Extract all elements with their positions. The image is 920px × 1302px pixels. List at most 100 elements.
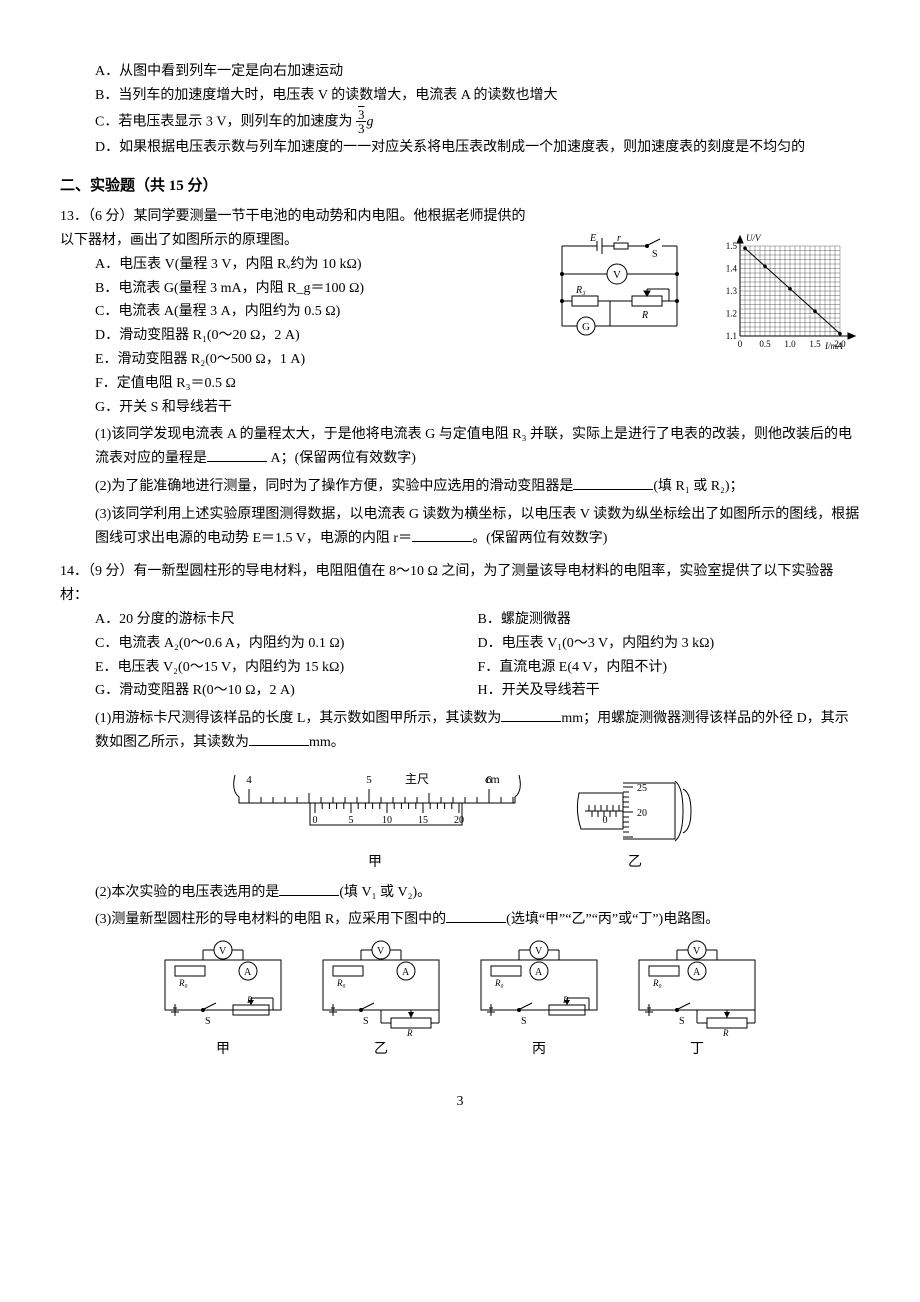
blank-input[interactable] [412,527,472,542]
q14-sub2: (2)本次实验的电压表选用的是 (填 V₁ 或 V₂)。 [95,881,860,905]
q12c-post: g [366,114,373,129]
svg-text:A: A [402,967,410,978]
q13-sub1-suffix: A；(保留两位有效数字) [267,451,416,466]
q14-sub3-a: (3)测量新型圆柱形的导电材料的电阻 R，应采用下图中的 [95,912,446,927]
page-number: 3 [60,1090,860,1114]
q12c-fraction: 3 3 [356,108,367,136]
q14-item-e: E．电压表 V₂(0～15 V，内阻约为 15 kΩ) [95,656,478,680]
svg-text:U/V: U/V [746,233,762,243]
q13-item-e: E．滑动变阻器 R₂(0～500 Ω，1 A) [95,348,532,372]
q12c-pre: C．若电压表显示 3 V，则列车的加速度为 [95,114,352,129]
svg-text:R: R [562,995,569,1005]
q14-sub1-a: (1)用游标卡尺测得该样品的长度 L，其示数如图甲所示，其读数为 [95,711,501,726]
svg-text:S: S [521,1016,527,1027]
q13-item-g: G．开关 S 和导线若干 [95,396,532,420]
circuits-row: VAR₀RS甲VAR₀RS乙VAR₀RS丙VAR₀RS丁 [153,938,767,1062]
q13-sub2: (2)为了能准确地进行测量，同时为了操作方便，实验中应选用的滑动变阻器是(填 R… [95,475,860,499]
svg-text:1.5: 1.5 [726,241,738,251]
q14-item-h: H．开关及导线若干 [478,679,861,703]
frac-den: 3 [356,122,367,136]
frac-num: 3 [358,107,365,122]
q14-sub3: (3)测量新型圆柱形的导电材料的电阻 R，应采用下图中的(选填“甲”“乙”“丙”… [95,908,860,932]
blank-input[interactable] [446,908,506,923]
section-2-heading: 二、实验题（共 15 分） [60,174,860,200]
svg-text:V: V [693,946,701,957]
q12-opt-a: A．从图中看到列车一定是向右加速运动 [95,60,860,84]
svg-text:A: A [535,967,543,978]
question-13: 13．（6 分）某同学要测量一节干电池的电动势和内电阻。他根据老师提供的以下器材… [60,205,860,550]
q13-sub3: (3)该同学利用上述实验原理图测得数据，以电流表 G 读数为横坐标，以电压表 V… [95,503,860,551]
micrometer-label: 乙 [575,851,695,875]
svg-text:R₀: R₀ [494,978,504,988]
svg-text:V: V [535,946,543,957]
svg-text:10: 10 [382,815,392,826]
svg-text:S: S [363,1016,369,1027]
svg-text:2.0: 2.0 [834,339,846,349]
q14-item-d: D．电压表 V₁(0～3 V，内阻约为 3 kΩ) [478,632,861,656]
svg-text:4: 4 [246,774,252,786]
svg-text:S: S [205,1016,211,1027]
blank-input[interactable] [207,447,267,462]
svg-text:1.0: 1.0 [784,339,796,349]
svg-text:r: r [617,233,621,244]
svg-text:cm: cm [485,772,500,786]
svg-text:R: R [722,1028,729,1038]
q13-graph-figure: U/V I/mA 1.11.21.31.41.5 00.51.01.52.0 [710,231,860,351]
q14-sub2-a: (2)本次实验的电压表选用的是 [95,885,279,900]
q13-circuit-figure: E r S V [542,231,692,341]
vernier-figure: 456 主尺 cm 05101520 甲 [225,763,525,875]
q13-item-f: F．定值电阻 R₃＝0.5 Ω [95,372,532,396]
svg-text:R₀: R₀ [178,978,188,988]
q12-options: A．从图中看到列车一定是向右加速运动 B．当列车的加速度增大时，电压表 V 的读… [95,60,860,160]
q14-item-c: C．电流表 A₂(0～0.6 A，内阻约为 0.1 Ω) [95,632,478,656]
svg-text:R: R [406,1028,413,1038]
svg-text:A: A [244,967,252,978]
q13-item-b: B．电流表 G(量程 3 mA，内阻 R_g＝100 Ω) [95,277,532,301]
q13-item-d: D．滑动变阻器 R₁(0～20 Ω，2 A) [95,324,532,348]
svg-text:0.5: 0.5 [759,339,771,349]
svg-text:25: 25 [637,783,647,794]
blank-input[interactable] [249,731,309,746]
svg-text:0: 0 [738,339,743,349]
q12-opt-d: D．如果根据电压表示数与列车加速度的一一对应关系将电压表改制成一个加速度表，则加… [95,136,860,160]
vernier-label: 甲 [225,851,525,875]
q13-sub3-suffix: 。(保留两位有效数字) [472,531,607,546]
svg-text:R: R [246,995,253,1005]
svg-text:1.4: 1.4 [726,264,738,274]
q13-item-c: C．电流表 A(量程 3 A，内阻约为 0.5 Ω) [95,300,532,324]
svg-text:V: V [377,946,385,957]
blank-input[interactable] [573,475,653,490]
svg-text:R₀: R₀ [652,978,662,988]
q13-item-a: A．电压表 V(量程 3 V，内阻 Rᵥ约为 10 kΩ) [95,253,532,277]
svg-text:0: 0 [313,815,318,826]
blank-input[interactable] [279,881,339,896]
q13-sub1: (1)该同学发现电流表 A 的量程太大，于是他将电流表 G 与定值电阻 R₃ 并… [95,423,860,471]
svg-text:5: 5 [366,774,372,786]
svg-text:A: A [693,967,701,978]
svg-text:5: 5 [349,815,354,826]
q14-stem: 有一新型圆柱形的导电材料，电阻阻值在 8～10 Ω 之间，为了测量该导电材料的电… [60,564,833,603]
svg-text:S: S [652,249,658,260]
svg-text:V: V [613,269,621,281]
q14-sub1-c: mm。 [309,735,345,750]
q14-sub1: (1)用游标卡尺测得该样品的长度 L，其示数如图甲所示，其读数为mm；用螺旋测微… [95,707,860,755]
svg-text:1.1: 1.1 [726,331,737,341]
q14-item-f: F．直流电源 E(4 V，内阻不计) [478,656,861,680]
svg-text:15: 15 [418,815,428,826]
question-14: 14．（9 分）有一新型圆柱形的导电材料，电阻阻值在 8～10 Ω 之间，为了测… [60,560,860,1062]
svg-text:V: V [219,946,227,957]
svg-text:主尺: 主尺 [405,772,429,786]
svg-text:20: 20 [637,808,647,819]
svg-text:R₃: R₃ [575,285,586,296]
svg-text:1.2: 1.2 [726,309,737,319]
q14-item-a: A．20 分度的游标卡尺 [95,608,478,632]
q12-opt-b: B．当列车的加速度增大时，电压表 V 的读数增大，电流表 A 的读数也增大 [95,84,860,108]
blank-input[interactable] [501,707,561,722]
svg-text:20: 20 [454,815,464,826]
q14-sub2-b: (填 V₁ 或 V₂)。 [339,885,431,900]
svg-text:1.5: 1.5 [809,339,821,349]
svg-text:S: S [679,1016,685,1027]
svg-text:R: R [641,310,648,321]
q13-number: 13．（6 分） [60,209,134,224]
q12-opt-c: C．若电压表显示 3 V，则列车的加速度为 3 3 g [95,108,860,136]
